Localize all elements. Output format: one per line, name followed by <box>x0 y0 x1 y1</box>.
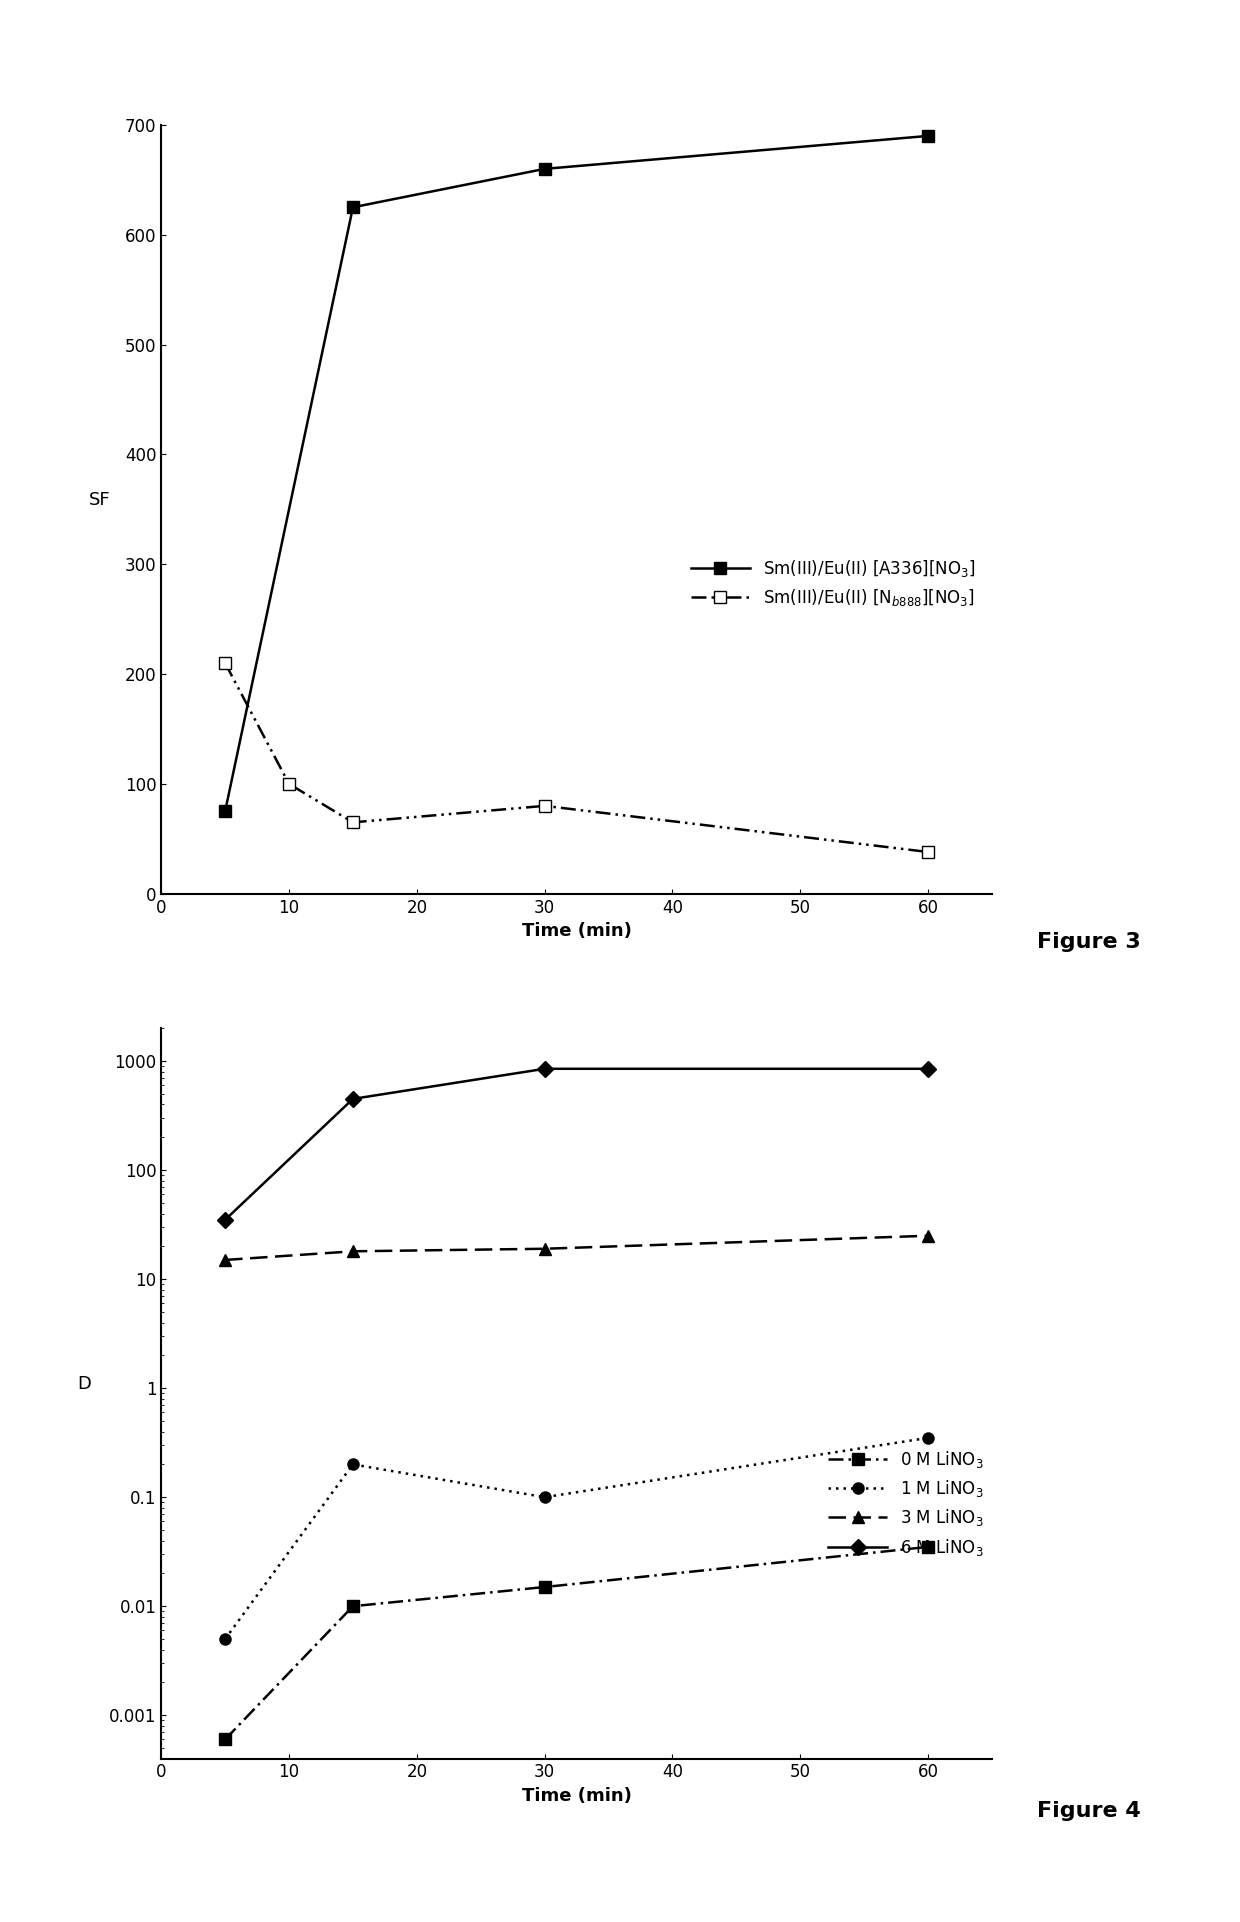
X-axis label: Time (min): Time (min) <box>522 1787 631 1805</box>
0 M LiNO$_3$ <box>218 1728 233 1751</box>
1 M LiNO$_3$ <box>537 1486 552 1509</box>
Y-axis label: D: D <box>77 1376 91 1393</box>
Sm(III)/Eu(II) [N$_{b888}$][NO$_3$] <box>920 840 935 863</box>
3 M LiNO$_3$ <box>920 1224 935 1247</box>
Line: 6 M LiNO$_3$: 6 M LiNO$_3$ <box>219 1063 934 1226</box>
1 M LiNO$_3$ <box>218 1628 233 1651</box>
Sm(III)/Eu(II) [A336][NO$_3$] <box>920 125 935 148</box>
Legend: Sm(III)/Eu(II) [A336][NO$_3$], Sm(III)/Eu(II) [N$_{b888}$][NO$_3$]: Sm(III)/Eu(II) [A336][NO$_3$], Sm(III)/E… <box>683 550 983 617</box>
3 M LiNO$_3$ <box>346 1240 361 1263</box>
Sm(III)/Eu(II) [A336][NO$_3$] <box>218 800 233 823</box>
Line: Sm(III)/Eu(II) [N$_{b888}$][NO$_3$]: Sm(III)/Eu(II) [N$_{b888}$][NO$_3$] <box>219 657 934 857</box>
Legend: 0 M LiNO$_3$, 1 M LiNO$_3$, 3 M LiNO$_3$, 6 M LiNO$_3$: 0 M LiNO$_3$, 1 M LiNO$_3$, 3 M LiNO$_3$… <box>820 1440 992 1566</box>
3 M LiNO$_3$ <box>218 1249 233 1272</box>
Text: Figure 3: Figure 3 <box>1037 932 1141 951</box>
X-axis label: Time (min): Time (min) <box>522 923 631 940</box>
6 M LiNO$_3$ <box>346 1088 361 1111</box>
Sm(III)/Eu(II) [N$_{b888}$][NO$_3$] <box>346 811 361 834</box>
6 M LiNO$_3$ <box>218 1209 233 1232</box>
Y-axis label: SF: SF <box>89 492 110 509</box>
Sm(III)/Eu(II) [N$_{b888}$][NO$_3$] <box>281 773 296 796</box>
Line: 1 M LiNO$_3$: 1 M LiNO$_3$ <box>219 1432 934 1645</box>
Text: Figure 4: Figure 4 <box>1037 1801 1141 1820</box>
0 M LiNO$_3$ <box>346 1595 361 1618</box>
1 M LiNO$_3$ <box>346 1453 361 1476</box>
Line: 0 M LiNO$_3$: 0 M LiNO$_3$ <box>219 1541 934 1745</box>
3 M LiNO$_3$ <box>537 1238 552 1261</box>
Sm(III)/Eu(II) [A336][NO$_3$] <box>346 196 361 219</box>
Sm(III)/Eu(II) [A336][NO$_3$] <box>537 158 552 181</box>
6 M LiNO$_3$ <box>920 1057 935 1080</box>
Line: Sm(III)/Eu(II) [A336][NO$_3$]: Sm(III)/Eu(II) [A336][NO$_3$] <box>219 131 934 817</box>
0 M LiNO$_3$ <box>920 1536 935 1559</box>
0 M LiNO$_3$ <box>537 1576 552 1599</box>
6 M LiNO$_3$ <box>537 1057 552 1080</box>
Sm(III)/Eu(II) [N$_{b888}$][NO$_3$] <box>537 794 552 817</box>
Sm(III)/Eu(II) [N$_{b888}$][NO$_3$] <box>218 652 233 675</box>
1 M LiNO$_3$ <box>920 1426 935 1449</box>
Line: 3 M LiNO$_3$: 3 M LiNO$_3$ <box>219 1230 934 1265</box>
